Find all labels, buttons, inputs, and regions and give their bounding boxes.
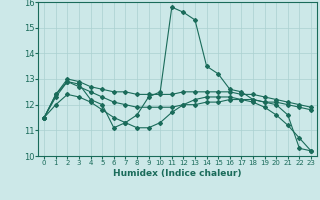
X-axis label: Humidex (Indice chaleur): Humidex (Indice chaleur) (113, 169, 242, 178)
